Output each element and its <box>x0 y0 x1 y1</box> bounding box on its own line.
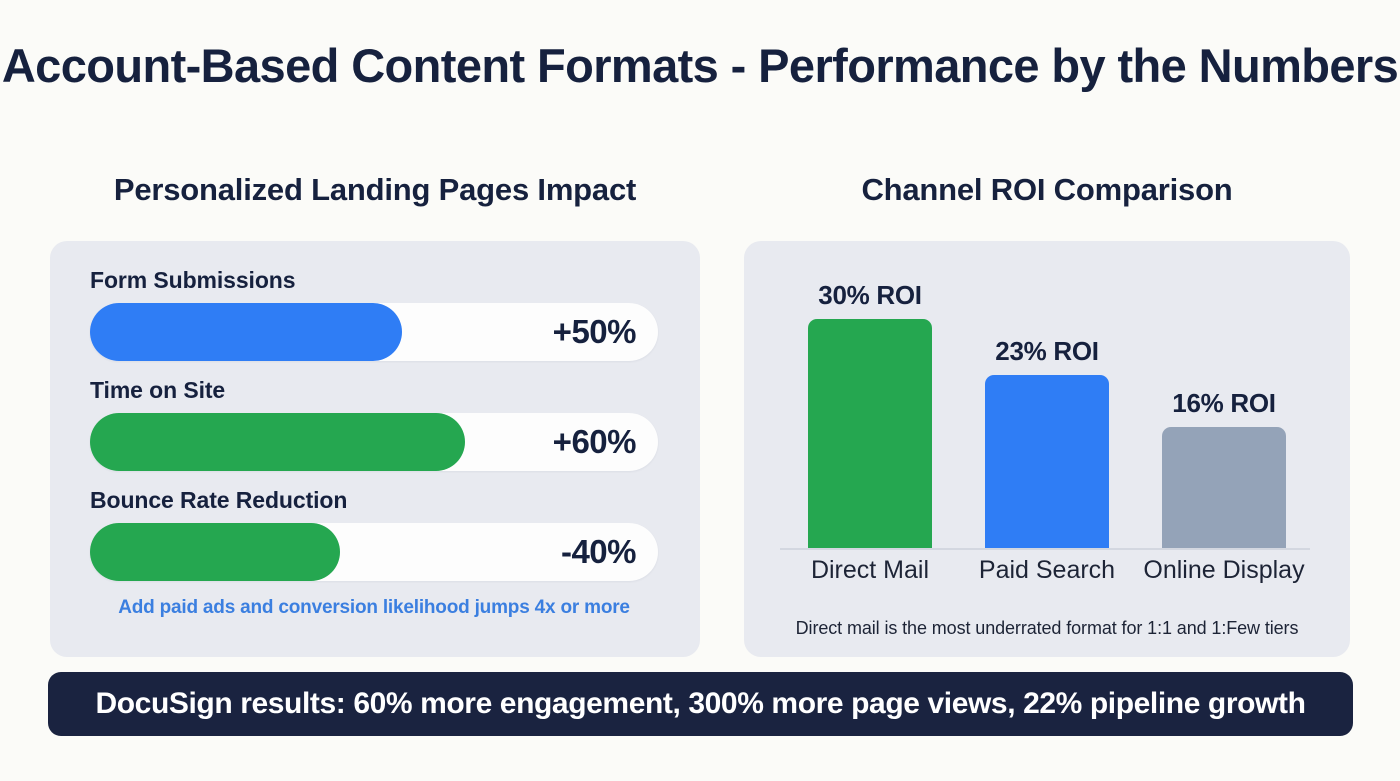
progress-track: -40% <box>90 523 658 581</box>
banner-text: DocuSign results: 60% more engagement, 3… <box>95 687 1306 720</box>
bar-paid-search <box>985 375 1109 548</box>
bar-direct-mail <box>808 319 932 548</box>
results-banner: DocuSign results: 60% more engagement, 3… <box>48 672 1353 736</box>
progress-fill <box>90 523 340 581</box>
progress-track: +60% <box>90 413 658 471</box>
bar-category-online-display: Online Display <box>1143 556 1305 584</box>
metric-form-submissions: Form Submissions +50% <box>90 267 658 361</box>
metric-value: +60% <box>552 423 637 460</box>
metric-time-on-site: Time on Site +60% <box>90 377 658 471</box>
bar-value-online-display: 16% ROI <box>1172 388 1276 418</box>
bar-category-paid-search: Paid Search <box>978 556 1116 584</box>
channel-roi-panel: Channel ROI Comparison 30% ROI Direct Ma… <box>744 172 1350 657</box>
landing-pages-panel: Personalized Landing Pages Impact Form S… <box>50 172 700 657</box>
right-panel-title: Channel ROI Comparison <box>861 172 1233 207</box>
bar-category-direct-mail: Direct Mail <box>810 556 930 584</box>
metric-label: Form Submissions <box>90 267 296 293</box>
channel-roi-card: 30% ROI Direct Mail 23% ROI Paid Search … <box>744 241 1350 657</box>
page-title: Account-Based Content Formats - Performa… <box>1 39 1399 92</box>
chart-axis-line <box>780 548 1310 550</box>
metric-bounce-rate-reduction: Bounce Rate Reduction -40% <box>90 487 658 581</box>
landing-pages-card: Form Submissions +50% Time on Site +60% … <box>50 241 700 657</box>
progress-fill <box>90 303 403 361</box>
metric-label: Time on Site <box>90 377 226 403</box>
progress-fill <box>90 413 465 471</box>
right-panel-caption: Direct mail is the most underrated forma… <box>795 618 1299 638</box>
progress-track: +50% <box>90 303 658 361</box>
left-panel-title: Personalized Landing Pages Impact <box>113 172 637 207</box>
metric-value: -40% <box>560 533 637 570</box>
metric-label: Bounce Rate Reduction <box>90 487 348 513</box>
bar-value-paid-search: 23% ROI <box>995 336 1099 366</box>
left-panel-footnote: Add paid ads and conversion likelihood j… <box>118 597 630 618</box>
bar-online-display <box>1162 427 1286 548</box>
metric-value: +50% <box>552 313 637 350</box>
bar-chart: 30% ROI Direct Mail 23% ROI Paid Search … <box>744 241 1350 657</box>
bar-value-direct-mail: 30% ROI <box>818 280 922 310</box>
